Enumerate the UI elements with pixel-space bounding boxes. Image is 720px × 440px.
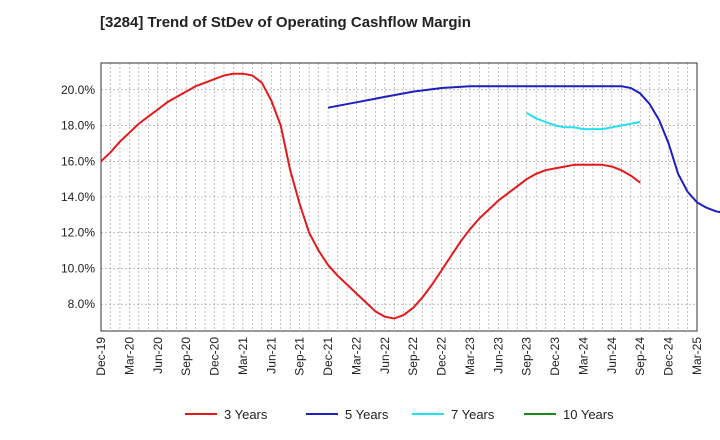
chart-title: [3284] Trend of StDev of Operating Cashf… [100, 14, 471, 31]
x-tick-label: Sep-20 [179, 337, 193, 376]
x-tick-label: Sep-22 [406, 337, 420, 376]
x-tick-label: Dec-22 [435, 337, 449, 376]
x-tick-label: Dec-19 [94, 337, 108, 376]
series-line-5-years [327, 85, 720, 214]
x-tick-label: Jun-23 [491, 337, 505, 374]
y-tick-label: 10.0% [61, 261, 95, 275]
legend-label: 3 Years [224, 407, 268, 422]
x-tick-label: Mar-21 [236, 337, 250, 375]
x-tick-label: Mar-22 [349, 337, 363, 375]
y-tick-label: 14.0% [61, 190, 95, 204]
y-axis: 8.0% 10.0% 12.0% 14.0% 16.0% 18.0% 20.0% [61, 83, 95, 311]
legend: 3 Years 5 Years 7 Years 10 Years [185, 407, 614, 422]
x-tick-label: Jun-22 [378, 337, 392, 374]
series-line-3-years [100, 72, 641, 320]
y-tick-label: 16.0% [61, 154, 95, 168]
y-tick-label: 20.0% [61, 83, 95, 97]
plot-border [100, 62, 698, 332]
x-tick-label: Dec-21 [321, 337, 335, 376]
x-tick-label: Sep-23 [520, 337, 534, 376]
legend-item-10-years: 10 Years [524, 407, 614, 422]
y-tick-label: 18.0% [61, 119, 95, 133]
series-layer [100, 72, 720, 320]
legend-item-5-years: 5 Years [306, 407, 389, 422]
x-tick-label: Sep-21 [293, 337, 307, 376]
x-tick-label: Mar-24 [576, 337, 590, 375]
legend-item-3-years: 3 Years [185, 407, 268, 422]
x-tick-label: Mar-25 [690, 337, 704, 375]
legend-label: 10 Years [563, 407, 614, 422]
x-tick-label: Dec-23 [548, 337, 562, 376]
legend-label: 5 Years [345, 407, 389, 422]
x-tick-label: Jun-24 [605, 337, 619, 374]
x-tick-label: Jun-20 [151, 337, 165, 374]
x-tick-label: Mar-23 [463, 337, 477, 375]
legend-item-7-years: 7 Years [412, 407, 495, 422]
x-tick-label: Mar-20 [122, 337, 136, 375]
x-tick-label: Dec-24 [662, 337, 676, 376]
y-tick-label: 8.0% [68, 297, 96, 311]
x-axis: Dec-19 Mar-20 Jun-20 Sep-20 Dec-20 Mar-21 Jun-… [94, 337, 704, 376]
x-tick-label: Sep-24 [633, 337, 647, 376]
grid [100, 62, 698, 332]
x-tick-label: Dec-20 [208, 337, 222, 376]
series-line-7-years [526, 112, 641, 131]
y-tick-label: 12.0% [61, 226, 95, 240]
legend-label: 7 Years [451, 407, 495, 422]
x-tick-label: Jun-21 [264, 337, 278, 374]
